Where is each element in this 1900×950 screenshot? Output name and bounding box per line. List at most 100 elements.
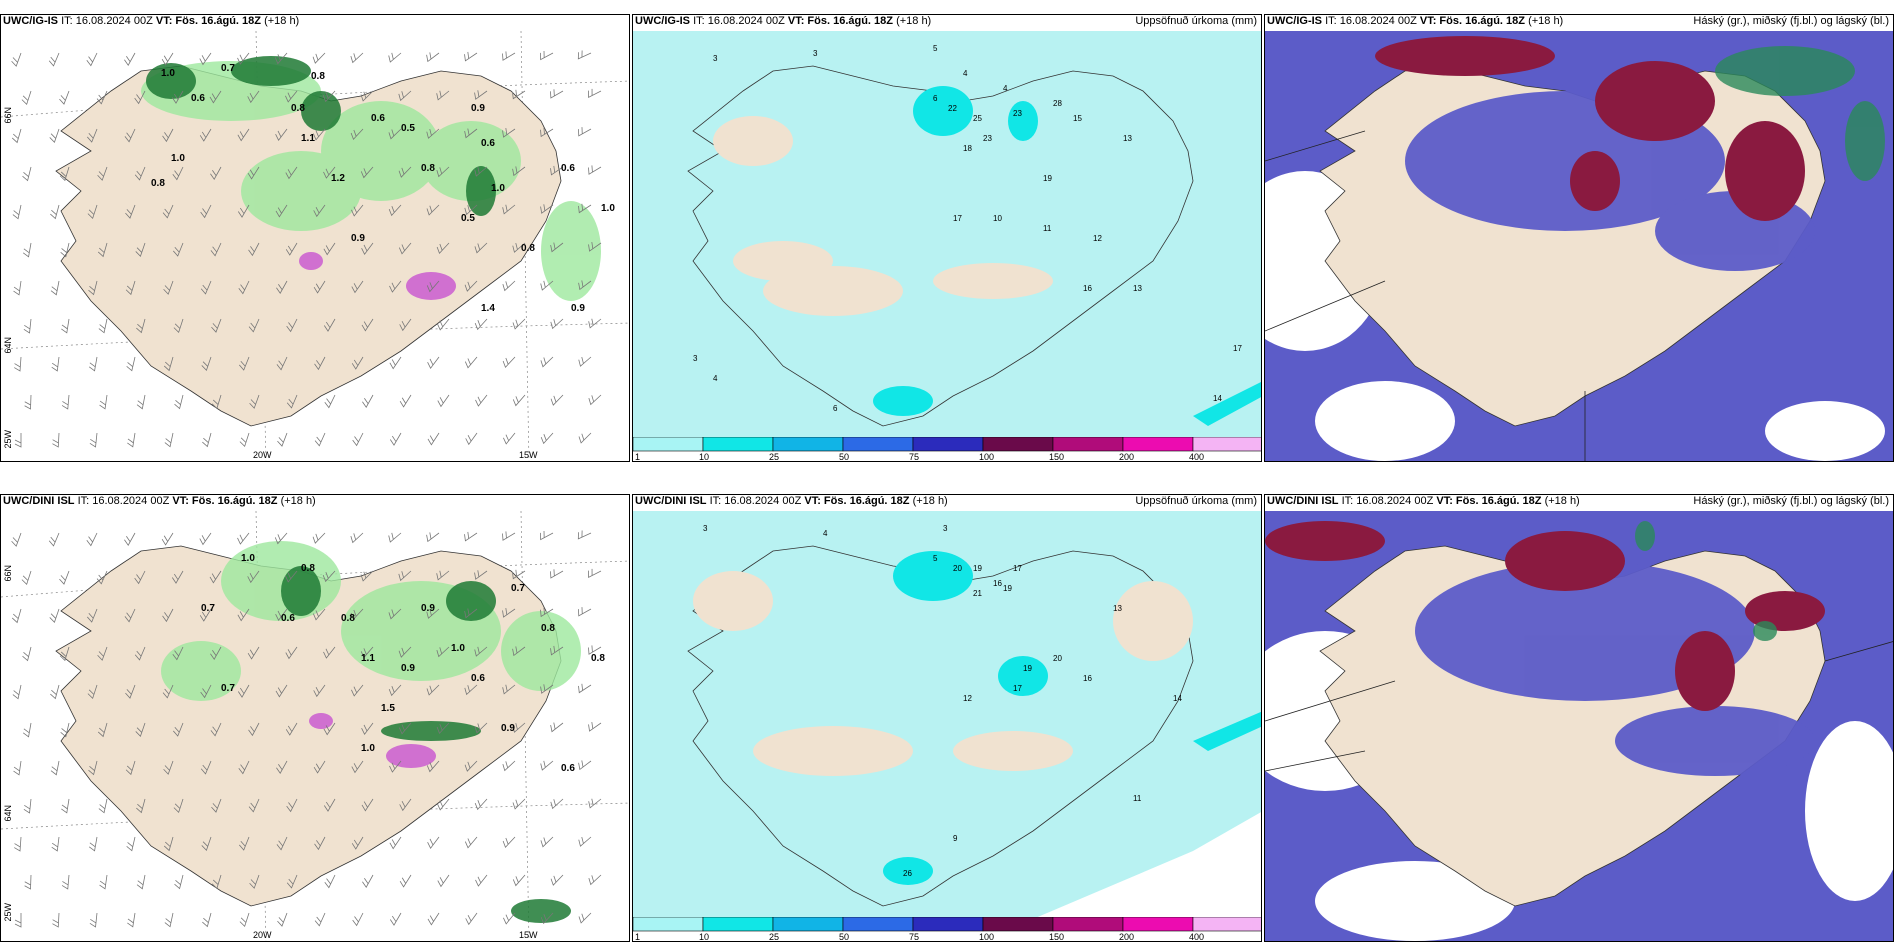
wind-barb: [464, 356, 478, 369]
wind-barb: [427, 836, 440, 849]
gust-value: 28: [1053, 99, 1062, 108]
dry-areas: [693, 571, 1193, 776]
colorbar-tick: 10: [699, 932, 709, 941]
wind-barb: [512, 722, 526, 733]
wind-barb: [512, 394, 526, 407]
wind-barb: [578, 127, 592, 137]
convective-cells: [309, 713, 436, 768]
gust-value: 25: [973, 114, 982, 123]
wind-barb: [200, 684, 212, 699]
wind-barb: [313, 204, 326, 218]
gust-value: 15: [1073, 114, 1082, 123]
wind-barb: [49, 128, 60, 143]
wind-barb: [512, 89, 526, 100]
wind-barb: [163, 280, 174, 295]
wind-barb: [134, 90, 146, 105]
wind-barb: [323, 722, 336, 736]
gust-value: 23: [1013, 109, 1022, 118]
precip-map: 3 3 5 4 4 6 22 25 23 28 15 23 18 17 13 19 10 11 12 16 13 17 14…: [633, 31, 1261, 439]
wind-barb: [540, 607, 554, 618]
wind-barb: [89, 912, 98, 928]
wind-barb: [550, 569, 564, 579]
gust-value: 18: [963, 144, 972, 153]
gust-value: 0.8: [421, 163, 435, 174]
wind-barb: [61, 394, 70, 410]
wind-barb: [437, 798, 450, 811]
init-time: IT: 16.08.2024 00Z: [61, 15, 153, 27]
wind-barb: [172, 166, 184, 181]
wind-barb: [475, 394, 488, 407]
gust-value: 19: [1023, 664, 1032, 673]
gust-value: 0.6: [471, 673, 485, 684]
wind-barb: [398, 722, 412, 735]
colorbar-swatch: [772, 917, 844, 932]
wind-barb: [324, 394, 336, 409]
wind-barb: [578, 912, 592, 924]
wind-barb: [200, 280, 212, 295]
wind-barb: [474, 798, 488, 811]
wind-barb: [351, 280, 364, 294]
gust-value: 19: [973, 564, 982, 573]
wind-barb: [323, 646, 336, 659]
wind-barb: [24, 394, 32, 410]
wind-barb: [88, 836, 98, 852]
heavy-precip: [873, 86, 1261, 426]
wind-barb: [211, 798, 222, 813]
wind-barb: [247, 646, 260, 660]
wind-barb: [239, 432, 250, 448]
colorbar-tick: 1: [635, 452, 640, 461]
gust-value: 1.1: [301, 133, 315, 144]
gust-value: 0.5: [461, 213, 475, 224]
wind-barb: [211, 874, 222, 890]
colorbar-tick: 400: [1189, 452, 1204, 461]
wind-barb: [136, 394, 146, 410]
gust-value: 0.9: [421, 603, 435, 614]
wind-barb: [388, 128, 402, 140]
wind-barb: [314, 836, 326, 851]
lead-time: (+18 h): [896, 15, 932, 27]
colorbar-tick: 150: [1049, 932, 1064, 941]
gust-value: 3: [943, 524, 948, 533]
wind-barb: [550, 165, 564, 176]
wind-barb: [200, 760, 212, 775]
gust-value: 12: [963, 694, 972, 703]
wind-barb: [427, 356, 440, 369]
wind-barb: [87, 608, 98, 623]
gust-value: 17: [1013, 564, 1022, 573]
wind-barb: [275, 128, 288, 141]
valid-time: VT: Fös. 16.ágú. 18Z: [1436, 495, 1542, 507]
gust-value: 1.0: [161, 68, 175, 79]
colorbar-tick: 100: [979, 452, 994, 461]
gust-value: 4: [963, 69, 968, 78]
wind-barb: [323, 166, 336, 179]
gust-value: 0.7: [511, 583, 525, 594]
wind-barb: [199, 52, 212, 66]
wind-barb: [350, 128, 364, 140]
wind-barb: [399, 874, 412, 888]
wind-barb: [550, 645, 564, 656]
wind-barb: [512, 318, 526, 330]
wind-barb: [285, 646, 298, 660]
colorbar-tick: 200: [1119, 932, 1134, 941]
wind-barb: [99, 874, 108, 890]
gust-value: 3: [703, 524, 708, 533]
wind-barb: [540, 280, 554, 291]
colorbar-tick: 50: [839, 932, 849, 941]
model-name: UWC/IG-IS: [1267, 15, 1322, 27]
init-time: IT: 16.08.2024 00Z: [1325, 15, 1417, 27]
wind-barb: [540, 204, 554, 214]
gust-value: 16: [993, 579, 1002, 588]
wind-barb: [426, 280, 440, 293]
panel-variable: Uppsöfnuð úrkoma (mm): [1135, 495, 1257, 507]
wind-barb: [577, 530, 592, 540]
panel-variable: Háský (gr.), miðský (fj.bl.) og lágský (…: [1693, 15, 1889, 27]
wind-barb: [14, 836, 22, 852]
dry-areas: [713, 116, 1053, 316]
grid-lines: [1265, 130, 1586, 461]
wind-barb: [237, 52, 250, 65]
wind-barb: [52, 912, 60, 928]
gust-value: 16: [1083, 284, 1092, 293]
wind-barb: [286, 318, 298, 333]
panel-header: UWC/DINI ISL IT: 16.08.2024 00Z VT: Fös.…: [3, 495, 627, 511]
wind-barb: [275, 204, 288, 218]
